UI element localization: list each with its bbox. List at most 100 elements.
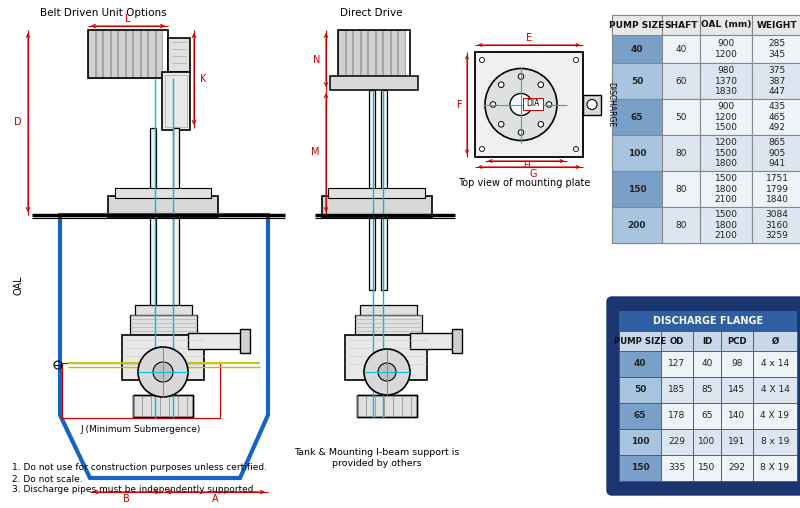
Bar <box>662 63 700 99</box>
Bar <box>612 99 662 135</box>
Text: 285
345: 285 345 <box>769 39 786 59</box>
Bar <box>328 188 425 198</box>
Text: N: N <box>313 55 320 65</box>
Text: 191: 191 <box>728 437 746 447</box>
Text: J (Minimum Submergence): J (Minimum Submergence) <box>80 426 200 434</box>
Text: 3. Discharge pipes must be independently supported.: 3. Discharge pipes must be independently… <box>12 486 256 494</box>
Circle shape <box>479 57 485 62</box>
Bar <box>619 403 661 429</box>
Bar <box>753 331 797 351</box>
Bar <box>619 351 661 377</box>
Bar <box>62 363 220 418</box>
Text: Ø: Ø <box>771 336 778 345</box>
Circle shape <box>485 69 557 141</box>
Bar <box>619 455 661 481</box>
Text: 80: 80 <box>675 184 686 194</box>
Bar <box>661 331 693 351</box>
Text: F: F <box>457 100 463 110</box>
Text: 229: 229 <box>669 437 686 447</box>
Bar <box>322 196 432 218</box>
Text: 100: 100 <box>698 437 716 447</box>
Bar <box>662 171 700 207</box>
Text: SHAFT: SHAFT <box>664 20 698 29</box>
Bar <box>361 30 367 78</box>
Bar <box>661 455 693 481</box>
Bar <box>353 30 359 78</box>
Bar <box>410 333 455 349</box>
Circle shape <box>538 121 543 127</box>
Text: M: M <box>311 147 320 157</box>
Text: 4 X 14: 4 X 14 <box>761 386 790 395</box>
Bar <box>619 311 797 331</box>
Text: OAL (mm): OAL (mm) <box>701 20 751 29</box>
Text: 80: 80 <box>675 148 686 157</box>
Text: Direct Drive: Direct Drive <box>340 8 402 18</box>
Text: 80: 80 <box>675 220 686 230</box>
Text: PUMP SIZE: PUMP SIZE <box>614 336 666 345</box>
Bar <box>612 63 662 99</box>
Text: Top view of mounting plate: Top view of mounting plate <box>458 178 590 188</box>
Text: 100: 100 <box>630 437 650 447</box>
Text: DISCHARGE: DISCHARGE <box>606 82 615 127</box>
Bar <box>88 30 94 78</box>
Bar <box>753 429 797 455</box>
Bar <box>662 99 700 135</box>
Text: D: D <box>14 117 22 127</box>
Circle shape <box>538 82 543 87</box>
Text: 127: 127 <box>669 360 686 368</box>
Text: 40: 40 <box>675 45 686 53</box>
Bar <box>753 455 797 481</box>
Bar <box>752 63 800 99</box>
Bar <box>693 403 721 429</box>
Text: 4 X 19: 4 X 19 <box>761 411 790 421</box>
Bar <box>115 188 211 198</box>
Circle shape <box>364 349 410 395</box>
Bar <box>95 30 102 78</box>
Text: 145: 145 <box>729 386 746 395</box>
Bar <box>338 30 345 78</box>
Bar <box>700 135 752 171</box>
Bar <box>88 30 168 78</box>
Bar <box>383 30 390 78</box>
Bar <box>110 30 117 78</box>
Bar <box>619 429 661 455</box>
Bar <box>583 94 601 114</box>
Text: PCD: PCD <box>727 336 747 345</box>
Text: 865
905
941: 865 905 941 <box>768 138 786 168</box>
Bar <box>700 63 752 99</box>
Bar <box>693 351 721 377</box>
Text: 1500
1800
2100: 1500 1800 2100 <box>714 210 738 240</box>
Bar <box>721 455 753 481</box>
Bar <box>612 15 800 243</box>
Bar <box>700 99 752 135</box>
Text: 140: 140 <box>729 411 746 421</box>
Bar <box>375 30 382 78</box>
Text: OAL: OAL <box>13 275 23 295</box>
Text: 100: 100 <box>628 148 646 157</box>
Bar <box>721 331 753 351</box>
Bar <box>173 128 179 328</box>
Bar <box>452 329 462 353</box>
Text: 335: 335 <box>668 463 686 472</box>
Circle shape <box>518 130 524 135</box>
Bar <box>141 30 147 78</box>
Circle shape <box>378 363 396 381</box>
Text: 40: 40 <box>702 360 713 368</box>
Bar <box>752 135 800 171</box>
Bar <box>168 38 190 72</box>
Text: 1500
1800
2100: 1500 1800 2100 <box>714 174 738 204</box>
Bar <box>753 377 797 403</box>
Text: 85: 85 <box>702 386 713 395</box>
Bar <box>133 395 193 417</box>
Text: 1. Do not use for construction purposes unless certified.: 1. Do not use for construction purposes … <box>12 463 267 472</box>
Bar <box>662 135 700 171</box>
Bar <box>752 171 800 207</box>
Text: E: E <box>526 33 532 43</box>
Text: ID: ID <box>702 336 712 345</box>
Bar <box>700 15 752 35</box>
Text: H: H <box>522 162 530 171</box>
Text: 50: 50 <box>631 77 643 85</box>
Bar <box>133 395 193 417</box>
Text: Belt Driven Unit Options: Belt Driven Unit Options <box>40 8 166 18</box>
Bar <box>368 30 374 78</box>
